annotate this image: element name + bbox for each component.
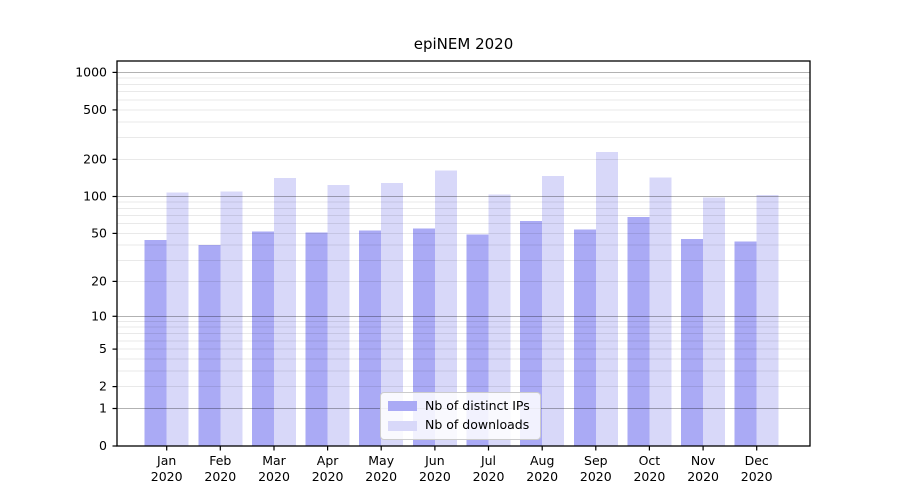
x-tick-label-month: Jan: [156, 453, 176, 468]
legend-item-distinct-ips: Nb of distinct IPs: [388, 398, 530, 413]
x-tick-label-year: 2020: [204, 469, 236, 484]
x-tick-label-year: 2020: [741, 469, 773, 484]
x-tick-label-month: Sep: [584, 453, 608, 468]
x-tick-label-year: 2020: [419, 469, 451, 484]
x-tick-label-month: Jun: [424, 453, 445, 468]
y-tick-label: 20: [91, 273, 107, 288]
y-tick-label: 0: [99, 438, 107, 453]
x-tick-label-year: 2020: [312, 469, 344, 484]
y-tick-label: 100: [83, 189, 107, 204]
legend-label-distinct-ips: Nb of distinct IPs: [425, 398, 530, 413]
legend: Nb of distinct IPs Nb of downloads: [380, 392, 541, 440]
bar-distinct-ips-feb: [198, 245, 221, 446]
x-tick-label-year: 2020: [365, 469, 397, 484]
x-tick-label-month: Mar: [262, 453, 286, 468]
bar-downloads-feb: [220, 191, 243, 446]
bar-downloads-mar: [274, 178, 296, 446]
x-tick-label-month: Feb: [209, 453, 231, 468]
x-tick-label-month: Jul: [480, 453, 496, 468]
plot-frame: [116, 60, 811, 447]
bar-downloads-sep: [595, 152, 618, 446]
x-tick-label-year: 2020: [633, 469, 665, 484]
x-tick-label-month: Apr: [317, 453, 339, 468]
bar-downloads-oct: [649, 177, 672, 446]
bar-downloads-may: [381, 182, 404, 447]
x-axis: Jan2020Feb2020Mar2020Apr2020May2020Jun20…: [151, 446, 773, 484]
bar-distinct-ips-jun: [412, 228, 435, 446]
bar-downloads-jul: [488, 194, 511, 446]
legend-item-downloads: Nb of downloads: [388, 417, 530, 433]
chart-title: epiNEM 2020: [413, 35, 514, 53]
x-tick-label-year: 2020: [473, 469, 505, 484]
bar-distinct-ips-nov: [681, 239, 704, 446]
bar-downloads-jun: [434, 170, 457, 446]
bar-distinct-ips-mar: [252, 231, 274, 446]
bars-series-1: [166, 152, 779, 447]
x-tick-label-year: 2020: [687, 469, 719, 484]
bar-downloads-apr: [327, 184, 350, 446]
bar-distinct-ips-dec: [734, 241, 757, 446]
x-tick-label-year: 2020: [151, 469, 183, 484]
bar-distinct-ips-may: [359, 230, 382, 446]
x-tick-label-month: Nov: [691, 453, 716, 468]
bar-downloads-aug: [542, 175, 565, 447]
bar-distinct-ips-jan: [144, 240, 167, 446]
bar-distinct-ips-oct: [627, 217, 650, 446]
gridlines: [117, 71, 810, 409]
x-tick-label-year: 2020: [580, 469, 612, 484]
bar-downloads-jan: [166, 192, 189, 446]
y-tick-label: 2: [99, 379, 107, 394]
legend-swatch-downloads: [388, 420, 417, 431]
x-tick-label-year: 2020: [258, 469, 290, 484]
y-tick-label: 1: [99, 401, 107, 416]
legend-label-downloads: Nb of downloads: [425, 417, 530, 433]
y-tick-label: 500: [83, 102, 107, 117]
x-tick-label-month: Aug: [530, 453, 554, 468]
y-axis: 0 1 2 5 10 20 50 100 200 500 1000: [75, 64, 117, 453]
y-tick-label: 200: [83, 151, 107, 166]
bar-distinct-ips-aug: [520, 221, 543, 446]
x-tick-label-month: May: [368, 453, 394, 468]
y-tick-label: 50: [91, 225, 107, 240]
x-tick-label-year: 2020: [526, 469, 558, 484]
bar-distinct-ips-apr: [305, 232, 328, 446]
legend-swatch-distinct-ips: [388, 401, 417, 412]
x-tick-label-month: Dec: [745, 453, 769, 468]
y-tick-label: 1000: [75, 64, 107, 79]
y-tick-label: 10: [91, 308, 107, 323]
x-tick-label-month: Oct: [639, 453, 661, 468]
y-tick-label: 5: [99, 341, 107, 356]
bar-distinct-ips-sep: [573, 229, 596, 446]
bar-downloads-nov: [703, 197, 726, 446]
bar-downloads-dec: [756, 194, 779, 446]
